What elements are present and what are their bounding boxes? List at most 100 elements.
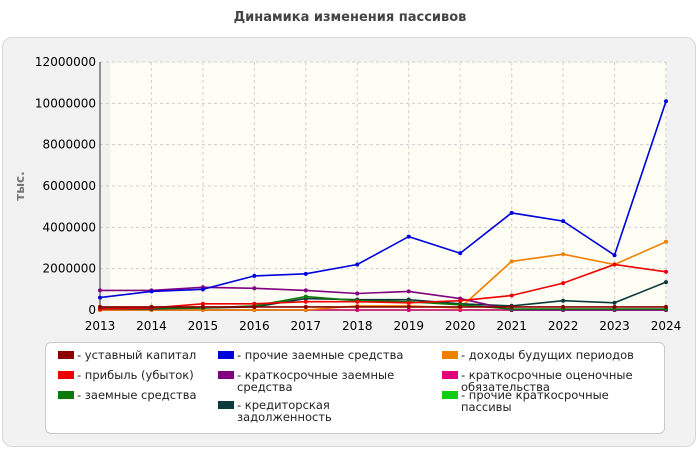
legend: - уставный капитал - прибыль (убыток) - за… <box>45 342 665 434</box>
y-tick-label: 8000000 <box>43 138 96 152</box>
legend-label: - краткосрочные заемные средства <box>237 368 395 394</box>
series-4 <box>98 285 668 312</box>
data-point <box>561 281 566 286</box>
series-0 <box>98 304 668 309</box>
data-point <box>561 252 566 257</box>
y-tick-label: 6000000 <box>43 179 96 193</box>
legend-item: - прочие краткосрочные пассивы <box>442 389 646 413</box>
legend-label: - кредиторская задолженность <box>237 398 332 424</box>
data-point <box>406 308 411 312</box>
data-point <box>406 304 411 309</box>
legend-swatch <box>218 351 234 359</box>
x-tick-label: 2022 <box>548 319 579 333</box>
data-point <box>303 271 308 276</box>
data-point <box>252 286 257 291</box>
series-line <box>99 101 667 299</box>
data-point <box>355 304 360 309</box>
legend-swatch <box>442 351 458 359</box>
x-tick-labels: 2013 2014 2015 2016 2017 2018 2019 2020 2021 2022… <box>85 319 682 333</box>
x-tick-label: 2023 <box>599 319 630 333</box>
y-tick-labels: 0 2000000 4000000 6000000 8000000 10000000 120… <box>35 55 96 317</box>
legend-swatch <box>58 371 74 379</box>
x-tick-label: 2013 <box>85 319 116 333</box>
x-tick-label: 2020 <box>445 319 476 333</box>
legend-label: - краткосрочные оценочные обязательства <box>461 368 633 394</box>
legend-label: - прочие краткосрочные пассивы <box>461 388 609 414</box>
data-point <box>303 308 308 312</box>
legend-swatch <box>58 391 74 399</box>
data-point <box>355 299 360 304</box>
data-point <box>612 300 617 305</box>
series-line <box>99 263 667 310</box>
legend-item: - прибыль (убыток) <box>58 369 262 381</box>
y-tick-label: 12000000 <box>35 55 96 69</box>
data-point <box>252 308 257 312</box>
y-tick-label: 4000000 <box>43 220 96 234</box>
data-point <box>252 273 257 278</box>
data-point <box>200 287 205 292</box>
y-axis-label: тыс. <box>13 171 27 200</box>
series-3 <box>98 99 668 300</box>
grid-lines <box>100 61 667 310</box>
series-line <box>100 241 667 311</box>
data-point <box>303 304 308 309</box>
legend-item: - доходы будущих периодов <box>442 349 646 361</box>
data-point <box>561 304 566 309</box>
x-tick-label: 2015 <box>188 319 219 333</box>
data-point <box>561 298 566 303</box>
legend-label: - прибыль (убыток) <box>77 368 194 382</box>
x-tick-label: 2024 <box>651 319 682 333</box>
series-line <box>100 295 666 310</box>
series-lines <box>98 99 668 312</box>
legend-label: - прочие заемные средства <box>237 348 404 362</box>
data-point <box>406 289 411 294</box>
data-point <box>509 259 514 264</box>
data-point <box>200 304 205 309</box>
legend-swatch <box>218 371 234 379</box>
data-point <box>509 210 514 215</box>
data-point <box>458 298 463 303</box>
legend-label: - заемные средства <box>77 388 197 402</box>
legend-swatch <box>442 371 458 379</box>
data-point <box>200 301 205 306</box>
data-point <box>664 304 668 309</box>
data-point <box>406 300 411 305</box>
series-line <box>100 286 666 311</box>
x-tick-label: 2018 <box>342 319 373 333</box>
data-point <box>612 253 617 258</box>
data-point <box>303 294 308 299</box>
chart-title: Динамика изменения пассивов <box>233 10 467 25</box>
x-tick-label: 2014 <box>136 319 167 333</box>
data-point <box>612 262 617 267</box>
data-point <box>98 304 102 309</box>
data-point <box>98 288 102 293</box>
data-point <box>149 289 154 294</box>
data-point <box>458 304 463 309</box>
data-point <box>303 288 308 293</box>
y-tick-label: 2000000 <box>43 262 96 276</box>
x-tick-label: 2016 <box>239 319 270 333</box>
legend-item: - краткосрочные заемные средства <box>218 369 422 393</box>
legend-item: - прочие заемные средства <box>218 349 422 361</box>
x-tick-label: 2021 <box>496 319 527 333</box>
data-point <box>509 304 514 309</box>
data-point <box>509 293 514 298</box>
legend-swatch <box>442 391 458 399</box>
legend-item: - краткосрочные оценочные обязательства <box>442 369 646 393</box>
data-point <box>406 234 411 239</box>
legend-item: - кредиторская задолженность <box>218 399 422 423</box>
data-point <box>664 239 668 244</box>
data-point <box>355 262 360 267</box>
data-point <box>664 269 668 274</box>
data-point <box>664 280 668 285</box>
data-point <box>458 251 463 256</box>
data-point <box>98 295 102 300</box>
data-point <box>252 301 257 306</box>
legend-swatch <box>58 351 74 359</box>
legend-label: - доходы будущих периодов <box>461 348 634 362</box>
legend-item: - заемные средства <box>58 389 262 401</box>
data-point <box>664 99 668 104</box>
data-point <box>612 304 617 309</box>
legend-item: - уставный капитал <box>58 349 262 361</box>
